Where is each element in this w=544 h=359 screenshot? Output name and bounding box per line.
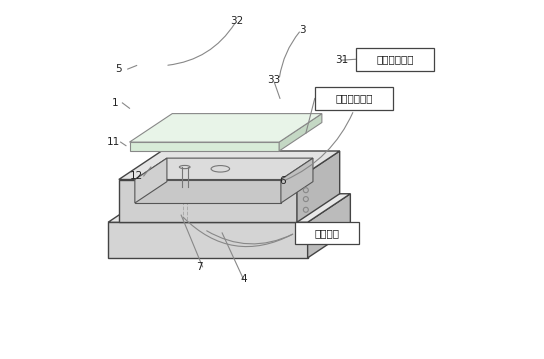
Text: 12: 12: [130, 171, 143, 181]
Text: 推注装置: 推注装置: [315, 228, 339, 238]
Text: 32: 32: [230, 16, 243, 26]
Text: 外界直流电源: 外界直流电源: [335, 93, 373, 103]
Polygon shape: [135, 158, 313, 180]
Text: 高压直流电源: 高压直流电源: [376, 54, 413, 64]
Polygon shape: [108, 194, 350, 222]
Polygon shape: [129, 113, 322, 142]
Bar: [315, 87, 393, 110]
Text: 4: 4: [240, 274, 247, 284]
Polygon shape: [135, 158, 167, 203]
Text: 11: 11: [107, 137, 120, 147]
Polygon shape: [108, 222, 307, 258]
Text: 33: 33: [267, 75, 280, 85]
Polygon shape: [119, 151, 339, 180]
Polygon shape: [297, 151, 339, 222]
Text: 6: 6: [280, 176, 286, 186]
Bar: [295, 222, 359, 244]
Text: 7: 7: [196, 262, 202, 272]
Polygon shape: [279, 113, 322, 151]
Text: 5: 5: [115, 64, 122, 74]
Polygon shape: [281, 158, 313, 203]
Text: 31: 31: [335, 55, 348, 65]
Polygon shape: [135, 180, 281, 203]
Polygon shape: [307, 194, 350, 258]
Bar: [356, 48, 434, 71]
Text: 3: 3: [299, 25, 306, 35]
Text: 1: 1: [112, 98, 119, 108]
Polygon shape: [129, 142, 279, 151]
Polygon shape: [119, 180, 297, 222]
